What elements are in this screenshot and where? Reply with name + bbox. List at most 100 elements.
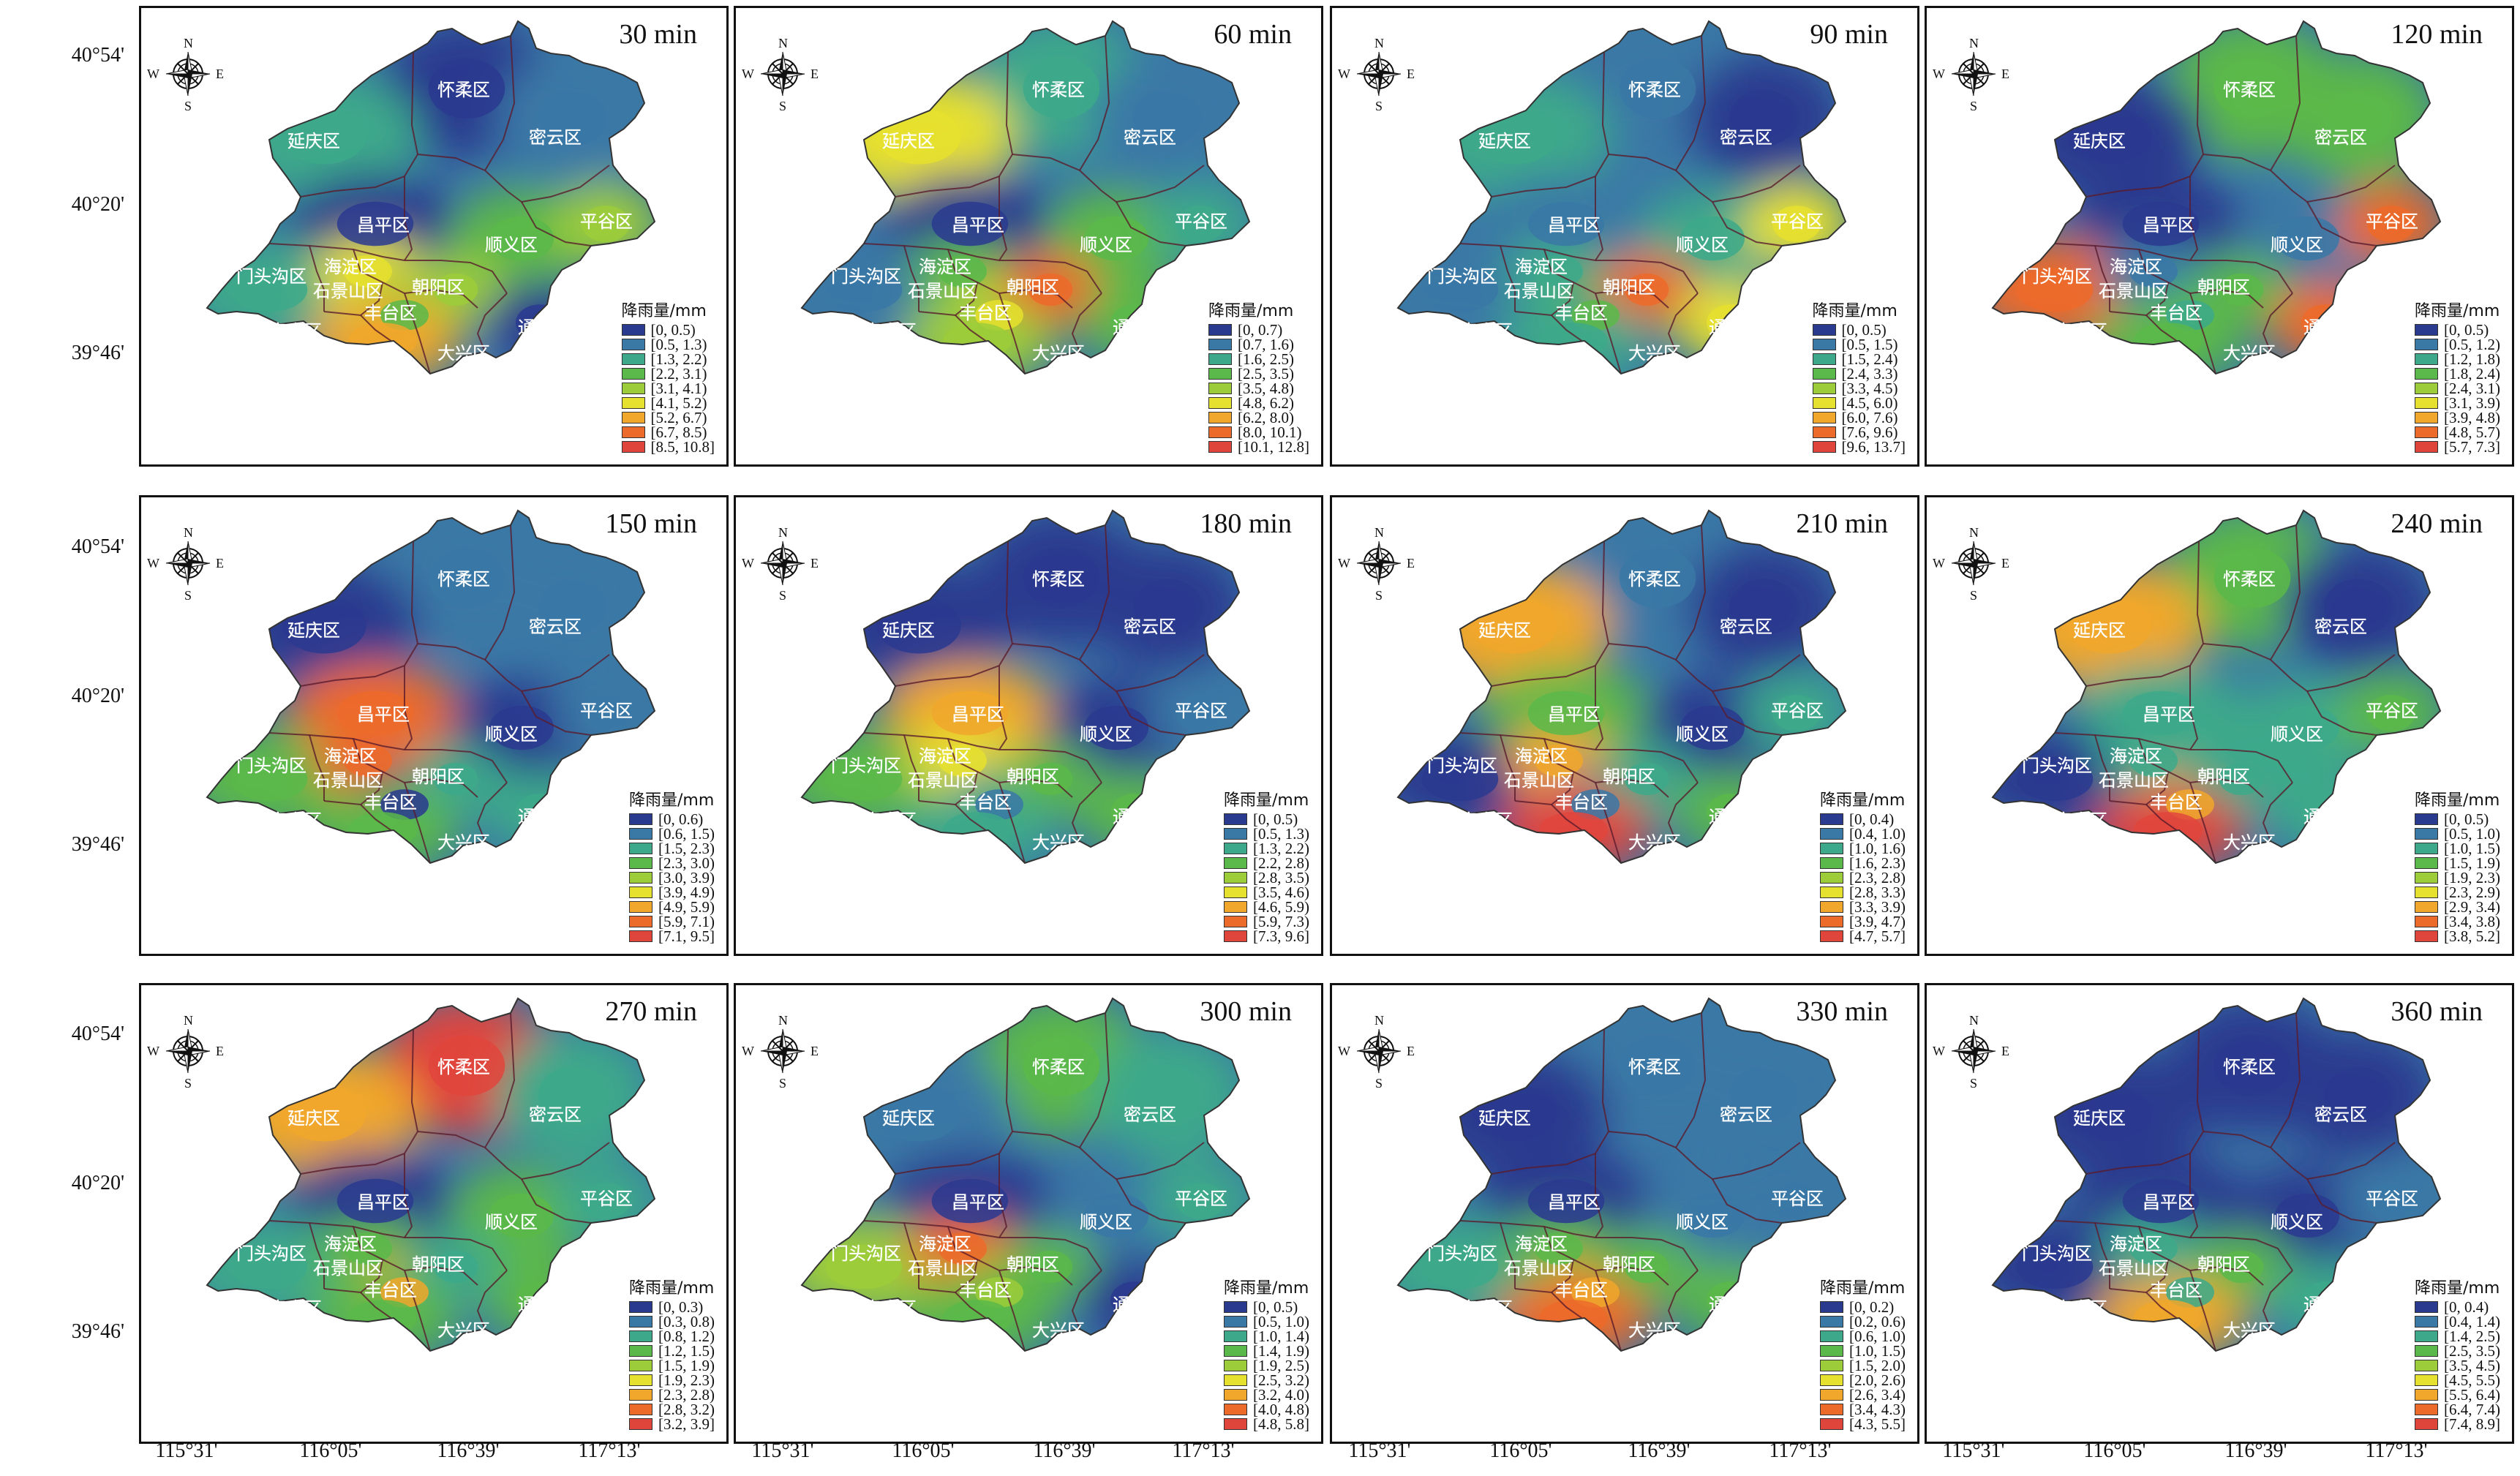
district-label: 石景山区 (1504, 770, 1574, 791)
legend-label: [0.2, 0.6) (1849, 1312, 1906, 1330)
legend-item: [1.2, 1.5) (629, 1342, 715, 1360)
legend-item: [3.2, 4.0) (1224, 1386, 1309, 1404)
legend-item: [4.9, 5.9) (629, 898, 715, 916)
district-label: 石景山区 (2099, 1258, 2169, 1279)
legend-swatch (1224, 843, 1247, 854)
district-label: 门头沟区 (236, 1243, 306, 1264)
legend-item: [0.5, 1.3) (621, 336, 715, 353)
legend-item: [2.5, 3.5) (1208, 365, 1309, 383)
legend-label: [0, 0.5) (2444, 320, 2489, 339)
district-label: 顺义区 (485, 724, 538, 745)
panel-title: 300 min (1200, 996, 1292, 1027)
district-label: 密云区 (1720, 127, 1772, 148)
district-label: 通州区 (2303, 1295, 2356, 1315)
district-label: 丰台区 (2150, 303, 2203, 323)
district-label: 海淀区 (1515, 746, 1568, 767)
panel-title: 150 min (605, 508, 697, 539)
district-label: 海淀区 (2110, 746, 2162, 767)
legend-item: [0, 0.5) (1224, 1298, 1309, 1316)
legend-swatch (1820, 901, 1843, 913)
legend-swatch (1820, 857, 1843, 869)
legend-swatch (1820, 916, 1843, 927)
legend-item: [4.5, 6.0) (1812, 394, 1906, 412)
district-label: 海淀区 (919, 1234, 971, 1254)
legend: 降雨量/mm [0, 0.5) [0.5, 1.0) [1.0, 1.5) [1.5, … (2415, 787, 2500, 945)
legend-label: [0.5, 1.0) (2444, 824, 2500, 843)
compass-e-label: E (2001, 67, 2009, 81)
district-label: 延庆区 (882, 1108, 935, 1129)
district-label: 通州区 (518, 807, 571, 827)
legend-swatch (629, 813, 652, 825)
legend-swatch (1820, 1389, 1843, 1401)
legend-item: [0, 0.3) (629, 1298, 715, 1316)
legend-label: [2.8, 3.5) (1253, 868, 1309, 886)
legend-label: [0, 0.4) (1849, 810, 1895, 828)
district-label: 顺义区 (485, 1212, 538, 1232)
legend-label: [2.0, 2.6) (1849, 1371, 1906, 1389)
legend-item: [0.8, 1.2) (629, 1328, 715, 1345)
district-label: 丰台区 (959, 792, 1012, 813)
district-label: 房山区 (2055, 321, 2107, 342)
legend-swatch (1224, 886, 1247, 898)
legend-swatch (2415, 828, 2438, 840)
legend-item: [6.7, 8.5) (621, 423, 715, 441)
legend-item: [1.9, 2.3) (2415, 869, 2500, 886)
district-label: 顺义区 (1676, 1212, 1729, 1232)
district-label: 海淀区 (919, 746, 971, 767)
legend-label: [3.3, 3.9) (1849, 897, 1906, 916)
legend-item: [8.0, 10.1) (1208, 423, 1309, 441)
legend-swatch (1812, 441, 1836, 453)
district-label: 延庆区 (287, 131, 340, 151)
legend: 降雨量/mm [0, 0.4) [0.4, 1.0) [1.0, 1.6) [1.6, … (1820, 787, 1906, 945)
panel-title: 90 min (1810, 19, 1888, 50)
legend-item: [2.6, 3.4) (1820, 1386, 1906, 1404)
beijing-boundary (1396, 997, 1847, 1352)
legend-item: [0, 0.5) (2415, 810, 2500, 828)
legend-label: [1.6, 2.3) (1849, 854, 1906, 872)
lat-label-3: 39°46' (71, 342, 124, 364)
district-label: 石景山区 (1504, 1258, 1574, 1279)
legend-swatch (621, 397, 645, 409)
legend-item: [0.6, 1.5) (629, 825, 715, 843)
legend-item: [5.7, 7.3] (2415, 438, 2500, 456)
legend-item: [0, 0.5) (621, 321, 715, 339)
legend-label: [2.8, 3.3) (1849, 883, 1906, 901)
lat-label-8: 40°20' (71, 1172, 124, 1194)
legend-item: [7.3, 9.6] (1224, 927, 1309, 945)
legend-label: [2.2, 2.8) (1253, 854, 1309, 872)
legend-swatch (1224, 1316, 1247, 1328)
legend-label: [5.9, 7.3) (1253, 912, 1309, 930)
lat-label-1: 40°54' (71, 44, 124, 67)
district-label: 石景山区 (313, 1258, 383, 1279)
legend-label: [0, 0.5) (1253, 810, 1298, 828)
district-label: 顺义区 (1676, 235, 1729, 255)
legend-item: [1.8, 2.4) (2415, 365, 2500, 383)
district-label: 丰台区 (364, 1280, 417, 1300)
compass-n-label: N (1374, 525, 1384, 540)
legend-label: [4.3, 5.5] (1849, 1415, 1906, 1433)
legend: 降雨量/mm [0, 0.6) [0.6, 1.5) [1.5, 2.3) [2.3, … (629, 787, 715, 945)
district-label: 海淀区 (1515, 257, 1568, 277)
legend-label: [2.2, 3.1) (650, 364, 707, 383)
district-label: 朝阳区 (1007, 1254, 1059, 1275)
compass-e-label: E (810, 1044, 819, 1058)
compass-w-label: W (1933, 1044, 1945, 1058)
compass-s-label: S (1375, 99, 1383, 113)
legend-label: [6.4, 7.4) (2444, 1400, 2500, 1418)
compass-e-label: E (1407, 556, 1415, 571)
district-label: 密云区 (2314, 1104, 2367, 1125)
beijing-boundary (1991, 20, 2442, 375)
legend-title: 降雨量/mm (1224, 1279, 1309, 1298)
beijing-boundary (800, 509, 1251, 865)
legend-label: [0, 0.6) (658, 810, 704, 828)
legend-item: [1.6, 2.5) (1208, 350, 1309, 368)
legend-swatch (629, 1418, 652, 1430)
legend-swatch (621, 412, 645, 423)
legend-item: [3.9, 4.9) (629, 884, 715, 901)
legend-label: [4.0, 4.8) (1253, 1400, 1309, 1418)
district-label: 石景山区 (2099, 770, 2169, 791)
compass-rose-icon (1356, 1028, 1402, 1074)
legend-swatch (1812, 353, 1836, 365)
panel-title: 210 min (1796, 508, 1888, 539)
